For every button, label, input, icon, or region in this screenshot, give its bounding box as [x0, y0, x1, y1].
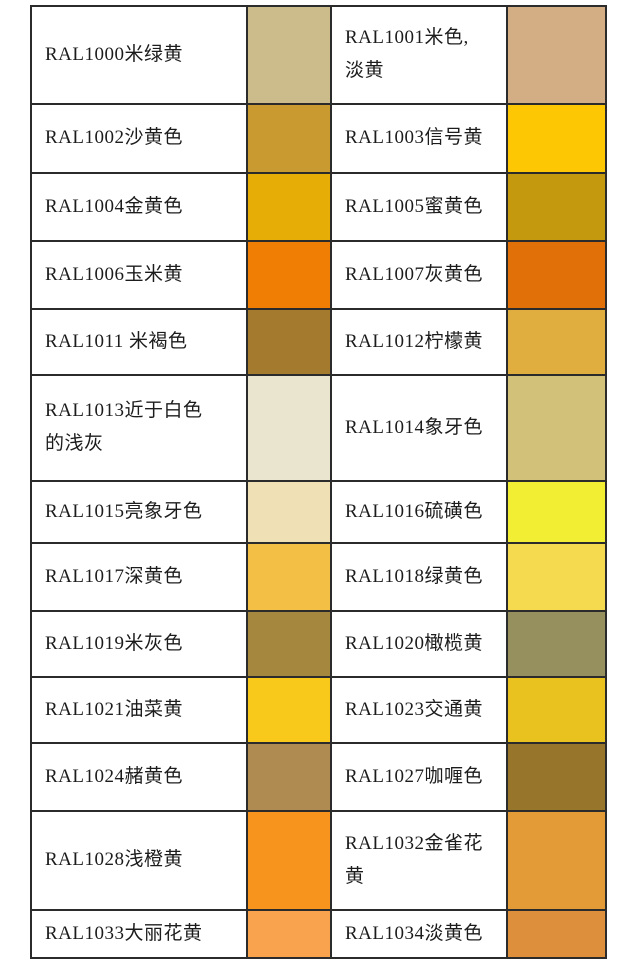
- color-swatch-left: [246, 742, 332, 812]
- table-row: RAL1002沙黄色 RAL1003信号黄: [30, 103, 607, 174]
- color-name-cell-left: RAL1004金黄色: [30, 172, 248, 242]
- table-row: RAL1011 米褐色 RAL1012柠檬黄: [30, 308, 607, 376]
- color-name-cell-left: RAL1015亮象牙色: [30, 480, 248, 544]
- color-name-cell-right: RAL1005蜜黄色: [330, 172, 508, 242]
- color-swatch-left: [246, 374, 332, 482]
- color-name-cell-left: RAL1019米灰色: [30, 610, 248, 678]
- color-name-cell-right: RAL1023交通黄: [330, 676, 508, 744]
- color-name-cell-left: RAL1028浅橙黄: [30, 810, 248, 911]
- color-swatch-right: [506, 610, 607, 678]
- color-name-cell-left: RAL1024赭黄色: [30, 742, 248, 812]
- color-name-cell-right: RAL1027咖喱色: [330, 742, 508, 812]
- color-name-cell-right: RAL1018绿黄色: [330, 542, 508, 612]
- color-swatch-left: [246, 172, 332, 242]
- color-name-cell-left: RAL1000米绿黄: [30, 5, 248, 105]
- color-name-cell-left: RAL1033大丽花黄: [30, 909, 248, 959]
- color-swatch-left: [246, 542, 332, 612]
- color-name-cell-right: RAL1014象牙色: [330, 374, 508, 482]
- color-swatch-left: [246, 676, 332, 744]
- color-swatch-right: [506, 742, 607, 812]
- color-name-cell-right: RAL1020橄榄黄: [330, 610, 508, 678]
- color-swatch-right: [506, 308, 607, 376]
- table-row: RAL1015亮象牙色 RAL1016硫磺色: [30, 480, 607, 544]
- color-swatch-left: [246, 5, 332, 105]
- color-swatch-right: [506, 676, 607, 744]
- table-row: RAL1028浅橙黄 RAL1032金雀花 黄: [30, 810, 607, 911]
- color-swatch-right: [506, 810, 607, 911]
- color-swatch-left: [246, 909, 332, 959]
- color-name-cell-left: RAL1006玉米黄: [30, 240, 248, 310]
- color-swatch-right: [506, 240, 607, 310]
- table-row: RAL1006玉米黄 RAL1007灰黄色: [30, 240, 607, 310]
- color-name-cell-right: RAL1016硫磺色: [330, 480, 508, 544]
- color-name-cell-left: RAL1017深黄色: [30, 542, 248, 612]
- table-row: RAL1024赭黄色 RAL1027咖喱色: [30, 742, 607, 812]
- color-swatch-right: [506, 480, 607, 544]
- table-row: RAL1013近于白色 的浅灰 RAL1014象牙色: [30, 374, 607, 482]
- color-swatch-right: [506, 172, 607, 242]
- color-swatch-left: [246, 610, 332, 678]
- color-name-cell-right: RAL1001米色, 淡黄: [330, 5, 508, 105]
- color-name-cell-left: RAL1002沙黄色: [30, 103, 248, 174]
- color-name-cell-left: RAL1013近于白色 的浅灰: [30, 374, 248, 482]
- table-row: RAL1019米灰色 RAL1020橄榄黄: [30, 610, 607, 678]
- color-name-cell-right: RAL1032金雀花 黄: [330, 810, 508, 911]
- color-swatch-left: [246, 810, 332, 911]
- table-row: RAL1017深黄色 RAL1018绿黄色: [30, 542, 607, 612]
- color-swatch-right: [506, 5, 607, 105]
- color-name-cell-right: RAL1007灰黄色: [330, 240, 508, 310]
- table-row: RAL1033大丽花黄 RAL1034淡黄色: [30, 909, 607, 959]
- color-name-cell-right: RAL1012柠檬黄: [330, 308, 508, 376]
- table-row: RAL1004金黄色 RAL1005蜜黄色: [30, 172, 607, 242]
- color-swatch-right: [506, 103, 607, 174]
- color-swatch-left: [246, 308, 332, 376]
- color-name-cell-right: RAL1003信号黄: [330, 103, 508, 174]
- color-name-cell-left: RAL1011 米褐色: [30, 308, 248, 376]
- color-swatch-right: [506, 374, 607, 482]
- ral-table-body: RAL1000米绿黄 RAL1001米色, 淡黄 RAL1002沙黄色 RAL1…: [30, 5, 607, 959]
- color-name-cell-left: RAL1021油菜黄: [30, 676, 248, 744]
- ral-color-table: RAL1000米绿黄 RAL1001米色, 淡黄 RAL1002沙黄色 RAL1…: [30, 5, 607, 959]
- color-swatch-right: [506, 909, 607, 959]
- color-swatch-left: [246, 103, 332, 174]
- color-name-cell-right: RAL1034淡黄色: [330, 909, 508, 959]
- color-swatch-left: [246, 240, 332, 310]
- table-row: RAL1000米绿黄 RAL1001米色, 淡黄: [30, 5, 607, 105]
- color-swatch-right: [506, 542, 607, 612]
- color-swatch-left: [246, 480, 332, 544]
- table-row: RAL1021油菜黄 RAL1023交通黄: [30, 676, 607, 744]
